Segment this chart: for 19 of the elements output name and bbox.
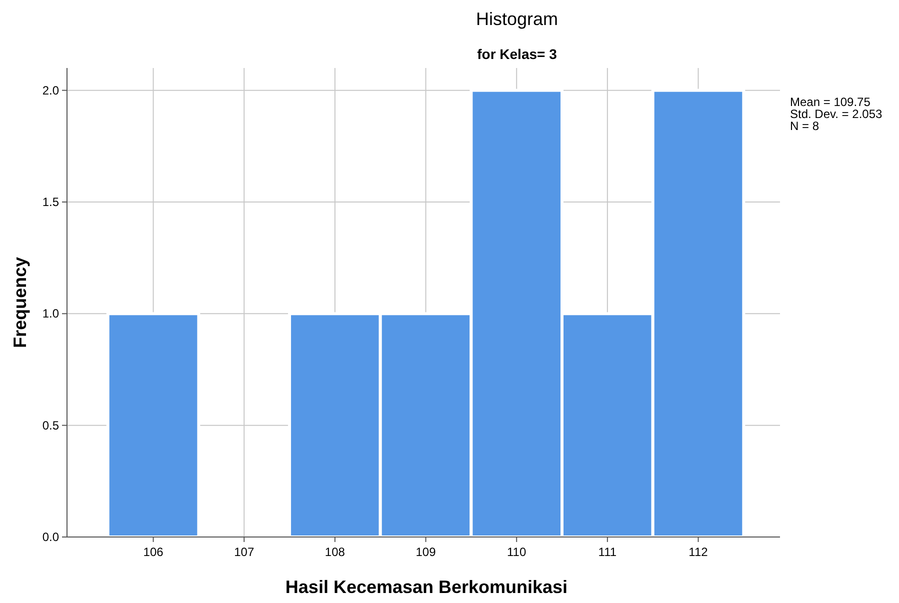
x-tick-label: 111 [598, 545, 617, 559]
chart-subtitle: for Kelas= 3 [477, 46, 558, 62]
x-tick-label: 107 [234, 545, 254, 559]
y-tick-label: 2.0 [42, 83, 60, 98]
y-tick-label: 1.5 [42, 195, 60, 209]
y-tick-label: 0.5 [42, 418, 60, 432]
text: N = 8 [790, 119, 820, 133]
x-axis-title: Hasil Kecemasan Berkomunikasi [285, 577, 568, 597]
x-tick-label: 112 [688, 545, 708, 559]
y-tick-label: 1.0 [42, 306, 60, 321]
x-tick-label: 110 [507, 545, 526, 559]
y-tick-label: 0.0 [42, 530, 60, 544]
text: Std. Dev. = 2.053 [790, 107, 882, 121]
x-tick-label: 106 [143, 545, 164, 559]
text: Mean = 109.75 [790, 95, 871, 109]
x-tick-label: 109 [416, 545, 436, 559]
chart-title: Histogram [476, 9, 558, 29]
x-tick-label: 108 [324, 545, 346, 559]
y-axis-title: Frequency [10, 256, 30, 348]
